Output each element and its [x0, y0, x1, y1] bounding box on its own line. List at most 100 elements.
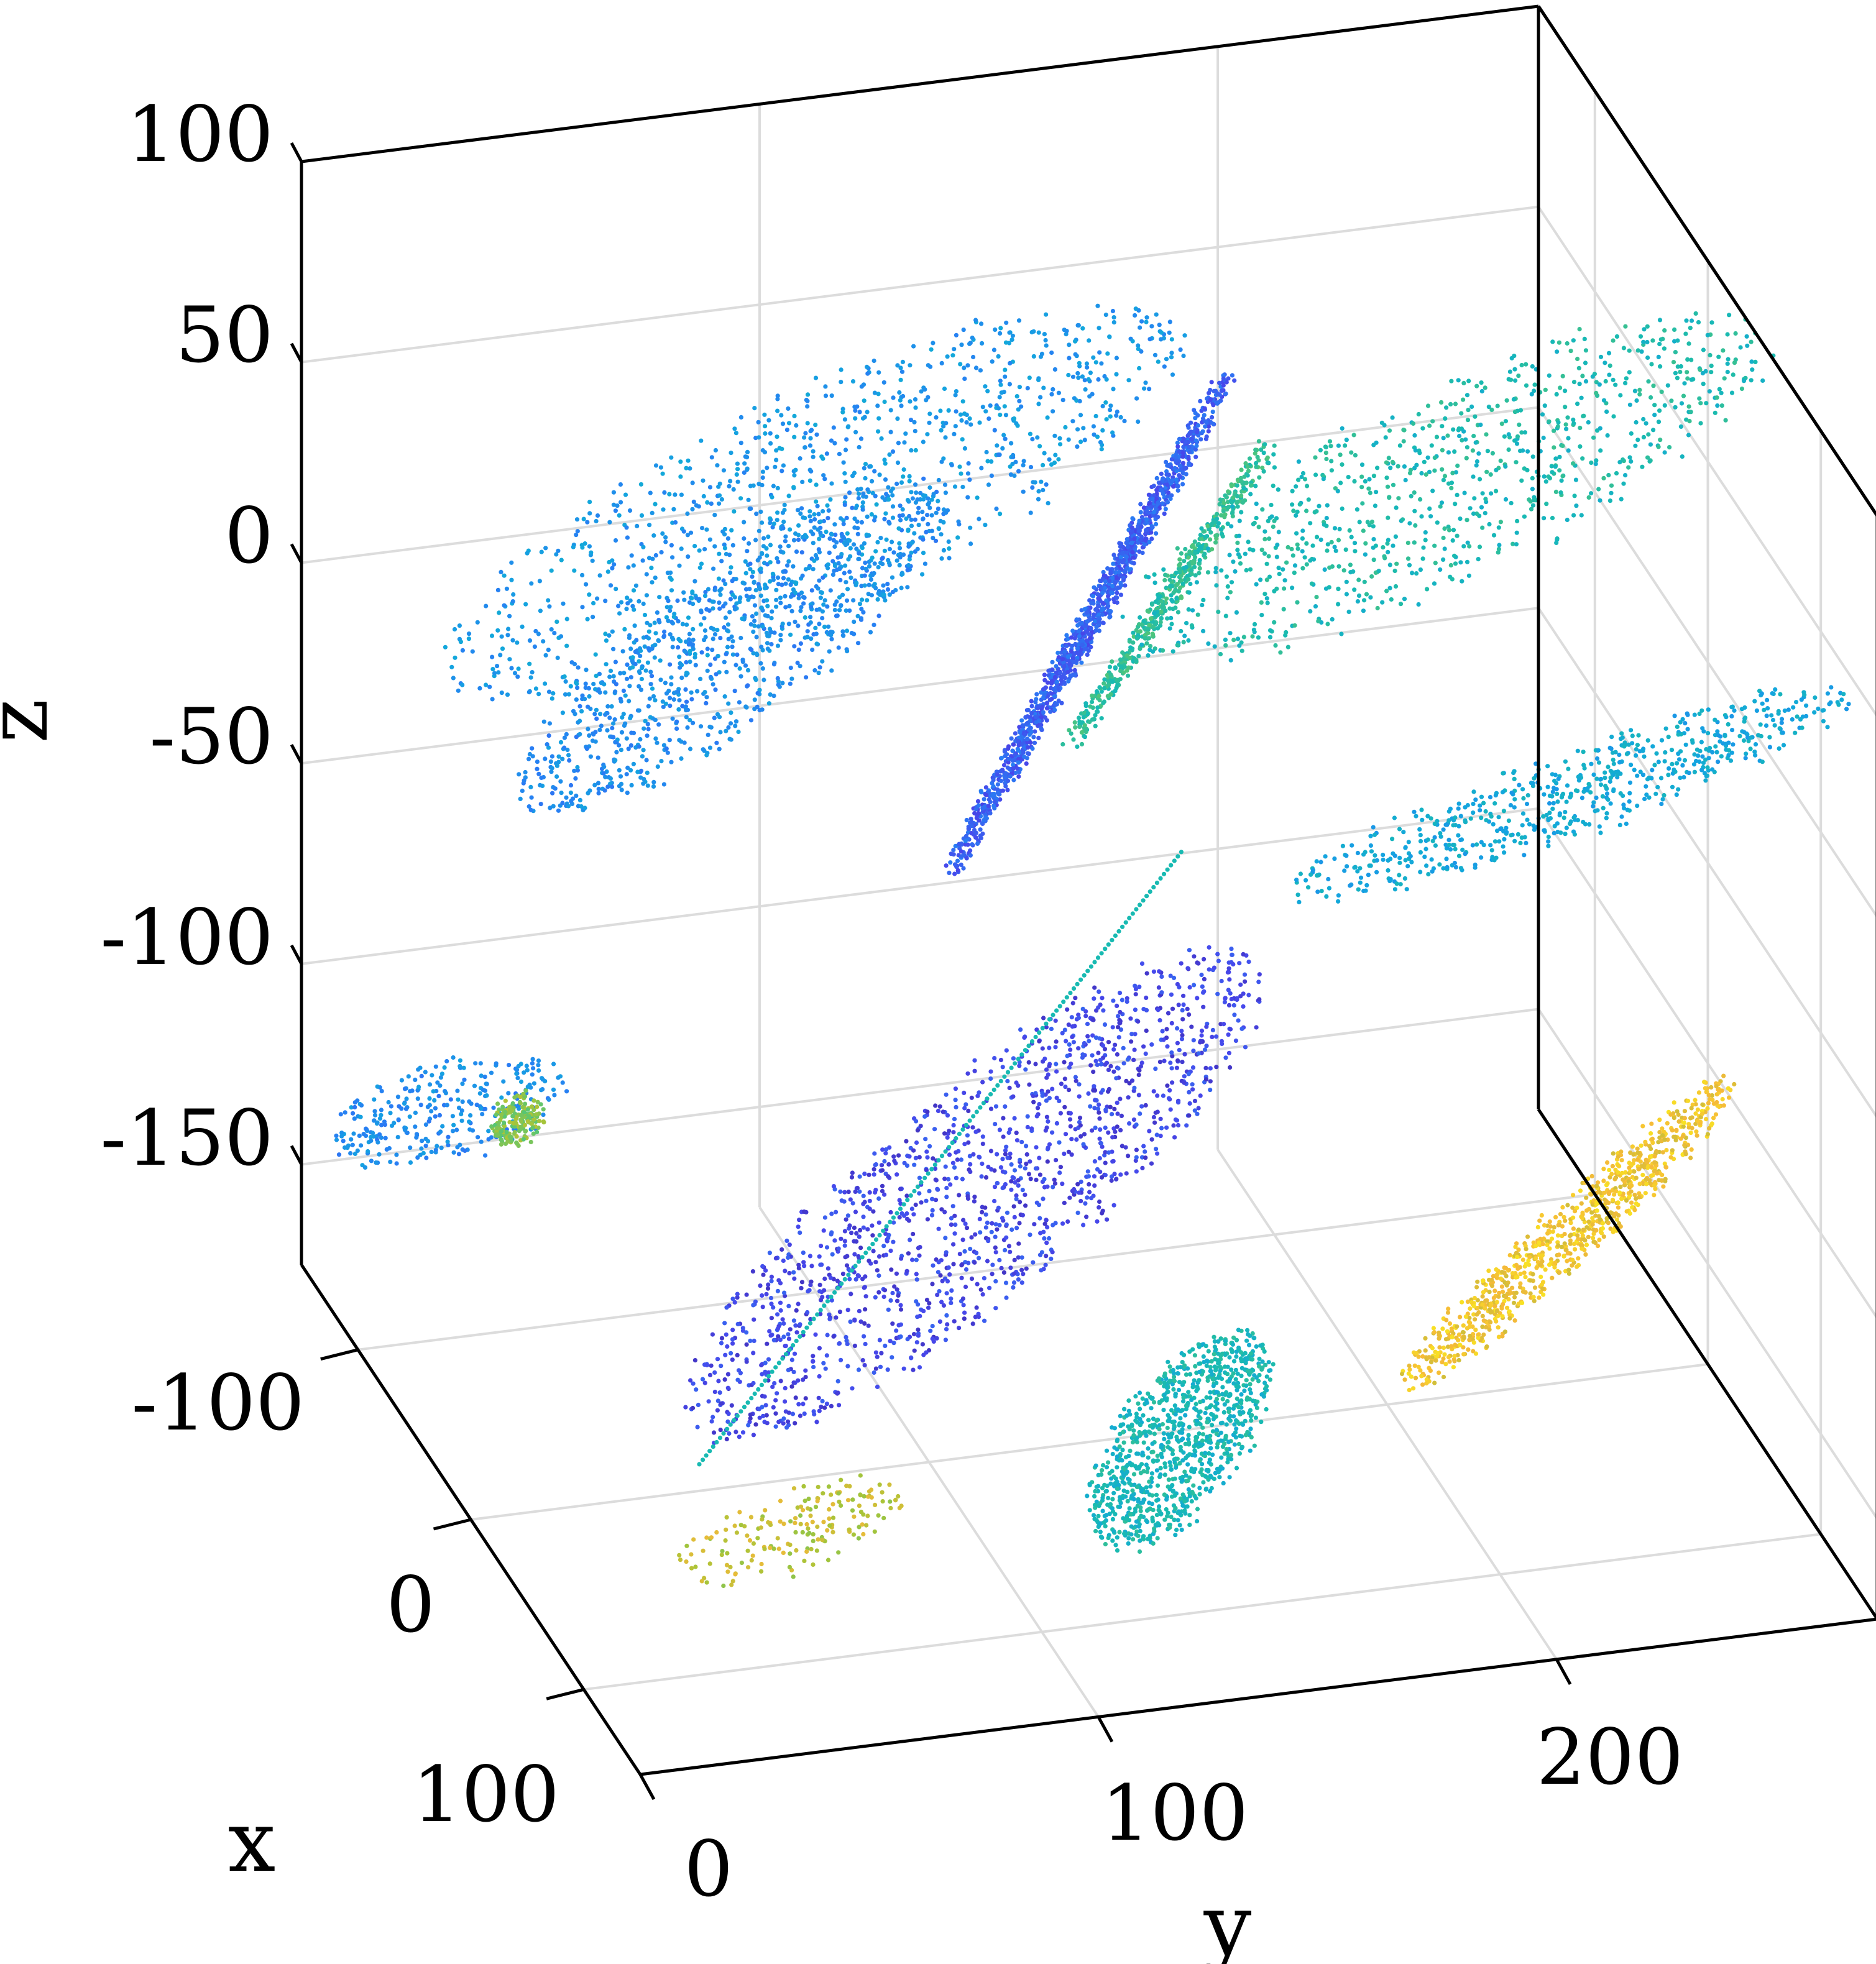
data-point — [1077, 719, 1082, 724]
data-point — [1296, 477, 1301, 482]
data-point — [765, 646, 770, 651]
data-point — [587, 592, 592, 597]
data-point — [1344, 592, 1349, 597]
data-point — [829, 481, 834, 486]
data-point — [1097, 326, 1101, 331]
data-point — [1571, 421, 1576, 426]
data-point — [1169, 351, 1174, 356]
data-point — [1439, 500, 1445, 505]
data-point — [840, 406, 845, 411]
data-point — [898, 377, 903, 382]
data-point — [443, 645, 448, 649]
data-point — [926, 496, 931, 501]
data-point — [845, 531, 850, 536]
data-point — [1738, 345, 1743, 350]
data-point — [745, 455, 750, 460]
data-point — [1606, 472, 1611, 478]
data-point — [1031, 354, 1036, 359]
data-point — [1741, 379, 1747, 383]
data-point — [791, 587, 796, 592]
data-point — [860, 566, 865, 571]
data-point — [812, 525, 817, 530]
data-point — [1465, 418, 1471, 423]
data-point — [1235, 493, 1240, 499]
data-point — [528, 675, 533, 680]
data-point — [1477, 544, 1483, 549]
data-point — [538, 782, 543, 787]
data-point — [676, 707, 681, 712]
data-point — [1391, 482, 1396, 487]
data-point — [1522, 514, 1527, 519]
data-point — [1054, 679, 1059, 684]
data-point — [961, 328, 966, 333]
data-point — [1295, 600, 1300, 605]
data-point — [1604, 791, 1610, 796]
data-point — [1512, 367, 1517, 372]
data-point — [1182, 559, 1187, 564]
data-point — [1346, 609, 1351, 615]
data-point — [869, 593, 874, 598]
data-point — [1070, 419, 1075, 424]
data-point — [687, 466, 692, 471]
data-point — [1276, 566, 1281, 571]
data-point — [707, 724, 712, 730]
data-point — [788, 632, 793, 637]
data-point — [768, 516, 773, 521]
data-point — [1655, 784, 1660, 790]
data-point — [1272, 465, 1277, 470]
data-point — [1555, 799, 1560, 804]
data-point — [1589, 491, 1594, 496]
data-point — [911, 344, 916, 349]
data-point — [820, 616, 825, 621]
data-point — [641, 748, 646, 753]
data-point — [737, 599, 742, 605]
grid-line — [758, 1206, 1100, 1718]
data-point — [1257, 475, 1262, 480]
data-point — [1646, 379, 1651, 384]
data-point — [718, 592, 723, 597]
data-point — [1461, 429, 1466, 434]
data-point — [830, 630, 835, 635]
data-point — [969, 820, 974, 825]
data-point — [1524, 383, 1529, 388]
data-point — [498, 653, 503, 658]
data-point — [833, 532, 838, 538]
data-point — [1470, 448, 1475, 453]
data-point — [650, 510, 655, 516]
data-point — [724, 651, 729, 656]
data-point — [1160, 605, 1165, 610]
data-point — [749, 647, 754, 653]
data-point — [1656, 354, 1661, 360]
data-point — [655, 764, 660, 769]
data-point — [1200, 602, 1205, 608]
data-point — [574, 697, 579, 702]
data-point — [1474, 463, 1479, 468]
data-point — [727, 610, 732, 615]
data-point — [782, 502, 787, 508]
data-point — [579, 709, 584, 714]
data-point — [851, 598, 856, 603]
data-point — [502, 573, 507, 578]
data-point — [983, 785, 988, 790]
data-point — [936, 477, 941, 483]
data-point — [812, 517, 817, 522]
data-point — [1412, 433, 1417, 438]
data-point — [1300, 528, 1305, 533]
data-point — [562, 674, 567, 679]
data-point — [1134, 636, 1140, 641]
data-point — [1730, 728, 1735, 733]
data-point — [891, 395, 896, 400]
data-point — [1118, 415, 1123, 420]
data-point — [726, 636, 731, 641]
data-point — [729, 451, 733, 456]
data-point — [1725, 332, 1730, 337]
data-point — [1042, 677, 1047, 682]
data-point — [1417, 451, 1422, 456]
data-point — [1177, 473, 1182, 478]
data-point — [648, 490, 653, 495]
data-point — [985, 459, 990, 464]
data-point — [692, 651, 697, 657]
data-point — [1530, 364, 1535, 369]
data-point — [1750, 367, 1755, 372]
data-point — [1259, 613, 1264, 618]
